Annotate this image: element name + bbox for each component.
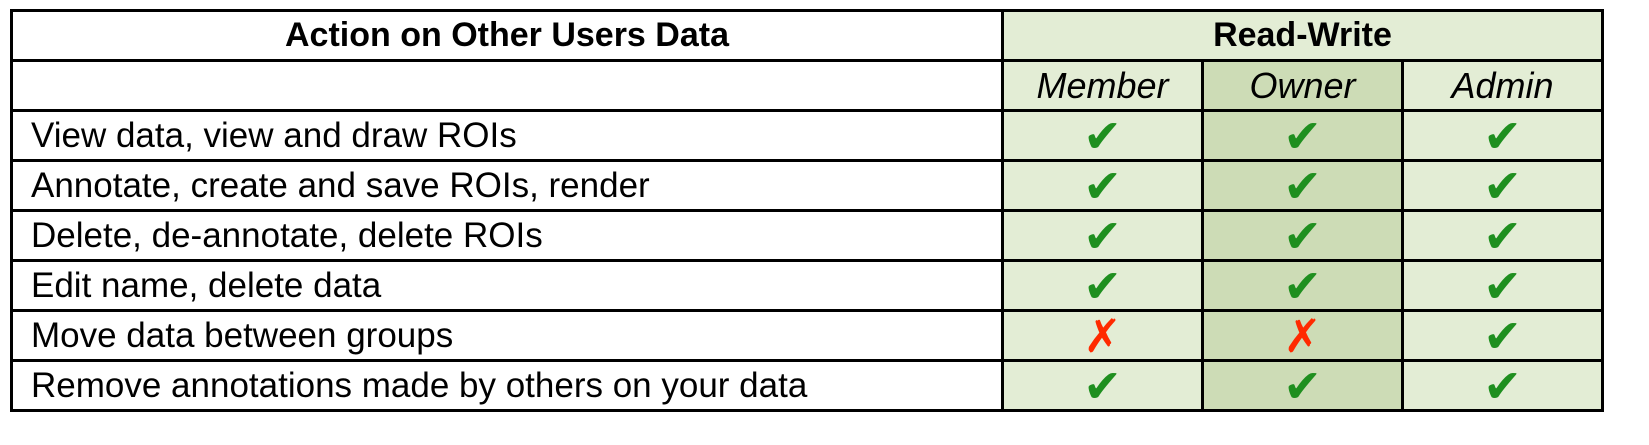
checkmark-icon: ✔	[1283, 160, 1322, 211]
member-permission-cell: ✔	[1001, 159, 1204, 212]
table-row: Annotate, create and save ROIs, render ✔ ✔…	[10, 159, 1604, 212]
table-row: Remove annotations made by others on you…	[10, 359, 1604, 412]
admin-permission-cell: ✔	[1401, 109, 1604, 162]
checkmark-icon: ✔	[1483, 360, 1522, 411]
action-label: View data, view and draw ROIs	[10, 109, 1004, 162]
table-row: View data, view and draw ROIs ✔ ✔ ✔	[10, 109, 1604, 162]
checkmark-icon: ✔	[1483, 210, 1522, 261]
owner-permission-cell: ✔	[1201, 359, 1404, 412]
checkmark-icon: ✔	[1083, 260, 1122, 311]
role-header-member: Member	[1001, 59, 1204, 112]
empty-header-cell	[10, 59, 1004, 112]
role-header-owner: Owner	[1201, 59, 1404, 112]
checkmark-icon: ✔	[1083, 210, 1122, 261]
header-row: Action on Other Users Data Read-Write	[10, 9, 1604, 62]
checkmark-icon: ✔	[1083, 160, 1122, 211]
action-label: Delete, de-annotate, delete ROIs	[10, 209, 1004, 262]
action-label: Annotate, create and save ROIs, render	[10, 159, 1004, 212]
action-label: Move data between groups	[10, 309, 1004, 362]
member-permission-cell: ✔	[1001, 259, 1204, 312]
checkmark-icon: ✔	[1483, 110, 1522, 161]
action-label: Remove annotations made by others on you…	[10, 359, 1004, 412]
admin-permission-cell: ✔	[1401, 309, 1604, 362]
cross-icon: ✗	[1083, 310, 1122, 361]
checkmark-icon: ✔	[1283, 260, 1322, 311]
owner-permission-cell: ✔	[1201, 209, 1404, 262]
read-write-group-header: Read-Write	[1001, 9, 1604, 62]
action-column-header: Action on Other Users Data	[10, 9, 1004, 62]
owner-permission-cell: ✔	[1201, 109, 1404, 162]
member-permission-cell: ✗	[1001, 309, 1204, 362]
checkmark-icon: ✔	[1083, 110, 1122, 161]
owner-permission-cell: ✔	[1201, 159, 1404, 212]
checkmark-icon: ✔	[1283, 360, 1322, 411]
owner-permission-cell: ✔	[1201, 259, 1404, 312]
cross-icon: ✗	[1283, 310, 1322, 361]
member-permission-cell: ✔	[1001, 359, 1204, 412]
checkmark-icon: ✔	[1483, 160, 1522, 211]
role-header-admin: Admin	[1401, 59, 1604, 112]
admin-permission-cell: ✔	[1401, 259, 1604, 312]
table-row: Delete, de-annotate, delete ROIs ✔ ✔ ✔	[10, 209, 1604, 262]
admin-permission-cell: ✔	[1401, 159, 1604, 212]
admin-permission-cell: ✔	[1401, 209, 1604, 262]
checkmark-icon: ✔	[1483, 260, 1522, 311]
owner-permission-cell: ✗	[1201, 309, 1404, 362]
permissions-table: Action on Other Users Data Read-Write Me…	[10, 9, 1604, 412]
checkmark-icon: ✔	[1283, 110, 1322, 161]
checkmark-icon: ✔	[1283, 210, 1322, 261]
checkmark-icon: ✔	[1083, 360, 1122, 411]
role-header-row: Member Owner Admin	[10, 59, 1604, 112]
member-permission-cell: ✔	[1001, 109, 1204, 162]
member-permission-cell: ✔	[1001, 209, 1204, 262]
permissions-table-body: Action on Other Users Data Read-Write Me…	[10, 9, 1604, 412]
table-row: Edit name, delete data ✔ ✔ ✔	[10, 259, 1604, 312]
checkmark-icon: ✔	[1483, 310, 1522, 361]
action-label: Edit name, delete data	[10, 259, 1004, 312]
admin-permission-cell: ✔	[1401, 359, 1604, 412]
table-row: Move data between groups ✗ ✗ ✔	[10, 309, 1604, 362]
